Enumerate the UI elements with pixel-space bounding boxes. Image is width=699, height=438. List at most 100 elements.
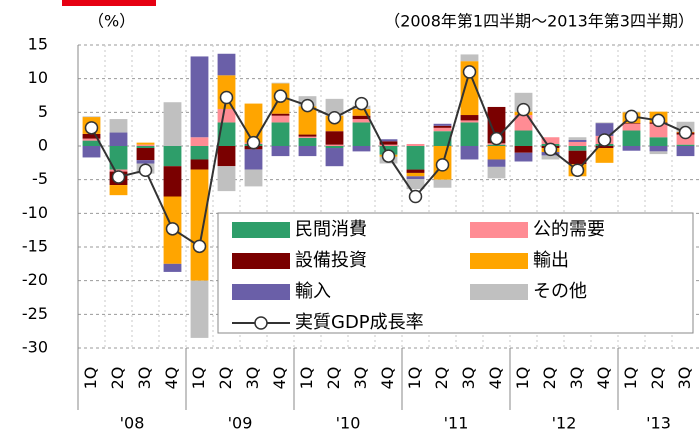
legend-swatch (232, 253, 290, 269)
bar-segment (190, 159, 209, 170)
x-tick-label: 3Q (351, 367, 370, 390)
bar-segment (163, 166, 182, 197)
x-tick-label: 2Q (432, 367, 451, 390)
bar-segment (460, 54, 479, 62)
gdp-marker (354, 96, 369, 111)
gdp-marker (192, 239, 207, 254)
bar-segment (298, 134, 317, 137)
bar-segment (622, 123, 641, 131)
gdp-marker (462, 65, 477, 79)
bar-segment (649, 123, 668, 138)
year-label: '12 (552, 414, 577, 433)
bar-segment (433, 127, 452, 132)
bar-segment (136, 146, 155, 149)
corner-accent (62, 0, 156, 6)
bar-segment (595, 148, 614, 163)
bar-segment (190, 137, 209, 146)
legend-swatch (232, 222, 290, 238)
bar-segment (136, 148, 155, 161)
bar-segment (352, 122, 371, 146)
x-tick-label: 3Q (135, 367, 154, 390)
legend-label: その他 (533, 281, 587, 302)
bar-segment (109, 132, 128, 146)
bar-segment (433, 123, 452, 126)
x-tick-label: 4Q (486, 367, 505, 390)
bar-segment (325, 144, 344, 146)
bar-segment (379, 144, 398, 146)
bar-segment (460, 120, 479, 123)
bar-segment (190, 169, 209, 281)
bar-segment (379, 141, 398, 145)
x-tick-label: 1Q (81, 367, 100, 390)
y-tick-label: -30 (22, 338, 48, 357)
bar-segment (487, 166, 506, 179)
legend-marker (254, 316, 268, 330)
y-tick-label: 15 (28, 35, 48, 54)
y-tick-label: -25 (22, 304, 48, 323)
bar-segment (433, 125, 452, 128)
x-tick-label: 3Q (459, 367, 478, 390)
legend-label: 輸出 (533, 250, 569, 271)
bar-segment (163, 102, 182, 146)
year-label: '13 (646, 414, 671, 433)
bar-segment (352, 119, 371, 123)
year-label: '08 (120, 414, 145, 433)
bar-segment (136, 142, 155, 145)
x-tick-label: 2Q (648, 367, 667, 390)
y-tick-label: 0 (38, 136, 48, 155)
gdp-marker (111, 170, 126, 184)
bar-segment (406, 172, 425, 177)
gdp-marker (435, 158, 450, 172)
bar-segment (406, 178, 425, 190)
gdp-marker (219, 90, 234, 105)
bar-segment (82, 133, 101, 139)
bar-segment (190, 146, 209, 160)
bar-segment (271, 113, 290, 116)
bar-segment (217, 166, 236, 192)
x-tick-label: 1Q (405, 367, 424, 390)
gdp-marker (597, 133, 612, 147)
bar-segment (649, 137, 668, 146)
bar-segment (622, 123, 641, 124)
gdp-marker (489, 131, 504, 146)
bar-segment (676, 144, 695, 146)
gdp-marker (246, 135, 261, 150)
bar-segment (217, 53, 236, 76)
bar-segment (325, 131, 344, 145)
gdp-marker (624, 109, 639, 124)
bar-segment (406, 146, 425, 170)
x-tick-label: 1Q (513, 367, 532, 390)
bar-segment (676, 146, 695, 157)
bar-segment (406, 143, 425, 146)
bar-segment (82, 140, 101, 146)
bar-segment (271, 122, 290, 146)
bar-segment (487, 146, 506, 160)
bar-segment (163, 263, 182, 272)
legend-swatch (470, 222, 528, 238)
bar-segment (568, 150, 587, 165)
legend-label: 輸入 (295, 281, 331, 302)
bar-segment (217, 108, 236, 123)
bar-segment (568, 141, 587, 146)
bar-segment (514, 146, 533, 153)
x-tick-label: 4Q (162, 367, 181, 390)
bar-segment (352, 115, 371, 120)
bar-segment (568, 146, 587, 151)
gdp-marker (300, 98, 315, 113)
gdp-marker (543, 142, 558, 157)
bar-segment (595, 146, 614, 149)
bar-segment (649, 146, 668, 152)
y-tick-label: 10 (28, 68, 48, 87)
bar-segment (325, 146, 344, 149)
legend-swatch (232, 284, 290, 300)
year-label: '10 (336, 414, 361, 433)
bar-segment (541, 155, 560, 160)
legend-swatch (470, 284, 528, 300)
bar-segment (325, 148, 344, 167)
bar-segment (514, 152, 533, 162)
bar-segment (271, 82, 290, 84)
bar-segment (514, 115, 533, 131)
bar-segment (163, 146, 182, 167)
